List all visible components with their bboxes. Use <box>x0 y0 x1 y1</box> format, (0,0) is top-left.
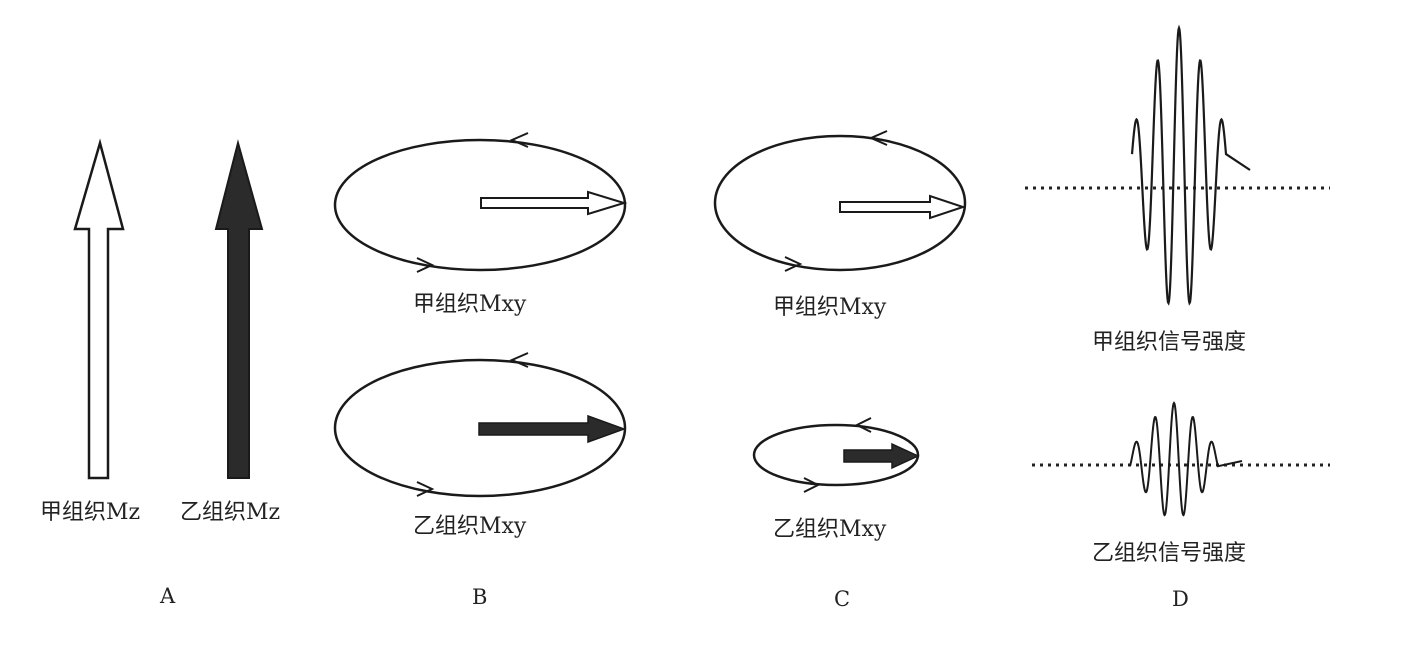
jia-mxy-direction-arrowhead-top-c <box>868 130 888 146</box>
label-jia-mxy-c: 甲组织Mxy <box>773 295 887 320</box>
jia-mxy-precession-ellipse <box>333 138 627 272</box>
yi-mxy-vector-arrow-c <box>843 442 920 470</box>
panel-letter-a: A <box>160 584 176 608</box>
label-jia-mz: 甲组织Mz <box>40 500 141 525</box>
label-yi-signal: 乙组织信号强度 <box>1092 541 1247 566</box>
panel-b <box>333 132 628 498</box>
jia-mxy-precession-ellipse-c <box>713 134 967 272</box>
jia-mxy-vector-arrow-c <box>839 194 967 220</box>
panel-c <box>713 130 967 493</box>
yi-signal-waveform <box>1129 401 1243 517</box>
panel-letter-b: B <box>472 585 488 609</box>
yi-mxy-direction-arrowhead-top-c <box>854 417 872 433</box>
yi-mxy-precession-ellipse-c <box>752 423 920 487</box>
yi-mxy-direction-arrowhead-top <box>509 352 529 368</box>
jia-mxy-direction-arrowhead-top <box>509 132 529 148</box>
panel-d <box>1025 24 1330 517</box>
jia-mz-arrow <box>73 138 125 480</box>
panel-letter-c: C <box>834 587 851 611</box>
yi-mxy-direction-arrowhead-bottom <box>416 481 435 497</box>
jia-mxy-direction-arrowhead-bottom-c <box>784 256 803 272</box>
label-jia-signal: 甲组织信号强度 <box>1092 330 1247 355</box>
panel-a <box>73 138 264 480</box>
label-yi-mxy-b: 乙组织Mxy <box>413 514 527 539</box>
jia-signal-waveform <box>1130 24 1251 306</box>
label-jia-mxy-b: 甲组织Mxy <box>413 292 527 317</box>
yi-mz-arrow <box>214 139 264 479</box>
panel-letter-d: D <box>1172 587 1189 611</box>
label-yi-mxy-c: 乙组织Mxy <box>773 517 887 542</box>
jia-mxy-direction-arrowhead-bottom <box>416 257 435 273</box>
yi-mxy-precession-ellipse <box>333 358 627 498</box>
yi-mxy-direction-arrowhead-bottom-c <box>803 477 821 493</box>
yi-mxy-vector-arrow <box>478 414 627 444</box>
jia-mxy-vector-arrow <box>480 190 628 216</box>
label-yi-mz: 乙组织Mz <box>180 500 281 525</box>
